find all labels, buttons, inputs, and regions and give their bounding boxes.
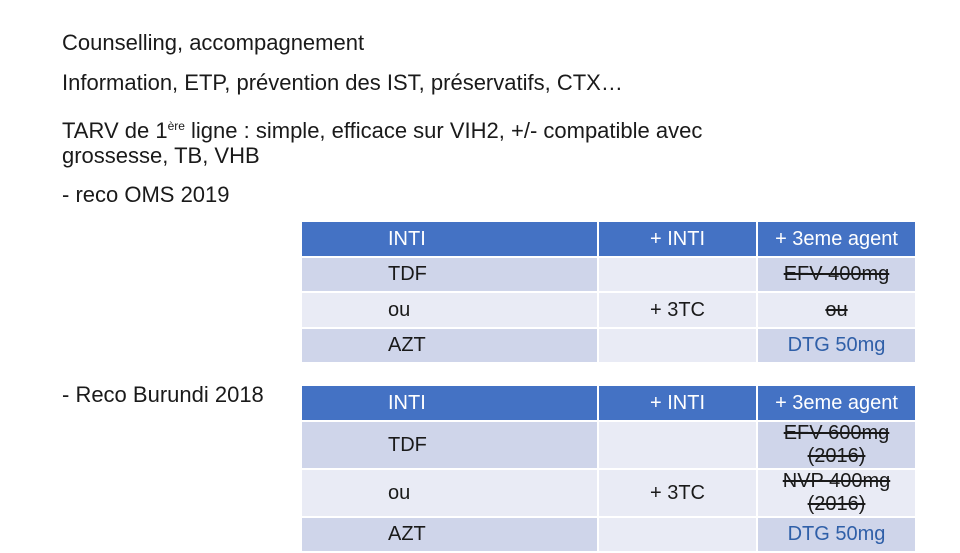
- text-line-tarv: TARV de 1ère ligne : simple, efficace su…: [62, 113, 702, 144]
- table-row: ou + 3TC NVP 400mg (2016): [302, 469, 917, 518]
- text-line-grossesse: grossesse, TB, VHB: [62, 143, 260, 168]
- table-cell-struck: NVP 400mg (2016): [757, 469, 917, 518]
- header-cell-inti: INTI: [302, 222, 599, 258]
- header-cell-inti-plus: + INTI: [598, 222, 758, 258]
- table-header-row: INTI + INTI + 3eme agent: [302, 386, 917, 422]
- table-cell: [598, 257, 758, 293]
- table-cell-struck: EFV 600mg (2016): [757, 421, 917, 470]
- table-cell: [598, 328, 758, 364]
- header-cell-third-agent: + 3eme agent: [757, 386, 917, 422]
- header-cell-third-agent: + 3eme agent: [757, 222, 917, 258]
- struck-text: EFV 600mg (2016): [783, 422, 890, 467]
- header-cell-inti: INTI: [302, 386, 599, 422]
- text-line-reco-burundi: - Reco Burundi 2018: [62, 382, 264, 407]
- table-cell-highlight: DTG 50mg: [757, 328, 917, 364]
- regimen-table-burundi: INTI + INTI + 3eme agent TDF EFV 600mg (…: [302, 386, 917, 553]
- text-line-information: Information, ETP, prévention des IST, pr…: [62, 70, 623, 95]
- tarv-suffix: ligne : simple, efficace sur VIH2, +/- c…: [184, 118, 703, 143]
- table-cell: TDF: [302, 257, 599, 293]
- regimen-table-oms: INTI + INTI + 3eme agent TDF EFV 400mg o…: [302, 222, 917, 364]
- table-row: ou + 3TC ou: [302, 292, 917, 329]
- table-cell: AZT: [302, 517, 599, 553]
- tarv-superscript: ère: [167, 119, 185, 133]
- table-header-row: INTI + INTI + 3eme agent: [302, 222, 917, 258]
- text-line-counselling: Counselling, accompagnement: [62, 30, 365, 55]
- table-cell: [598, 421, 758, 470]
- table-row: AZT DTG 50mg: [302, 328, 917, 364]
- table-cell: [598, 517, 758, 553]
- table-cell-struck: ou: [757, 292, 917, 329]
- table-row: TDF EFV 400mg: [302, 257, 917, 293]
- table-cell: + 3TC: [598, 292, 758, 329]
- table-cell-struck: EFV 400mg: [757, 257, 917, 293]
- struck-text: NVP 400mg (2016): [782, 470, 891, 515]
- struck-text: EFV 400mg: [783, 263, 890, 285]
- table-row: AZT DTG 50mg: [302, 517, 917, 553]
- table-cell: TDF: [302, 421, 599, 470]
- table-cell: ou: [302, 292, 599, 329]
- header-cell-inti-plus: + INTI: [598, 386, 758, 422]
- table-cell: AZT: [302, 328, 599, 364]
- table-row: TDF EFV 600mg (2016): [302, 421, 917, 470]
- table-cell-highlight: DTG 50mg: [757, 517, 917, 553]
- text-line-reco-oms: - reco OMS 2019: [62, 182, 230, 207]
- tarv-prefix: TARV de 1: [62, 118, 168, 143]
- struck-text: ou: [825, 298, 848, 321]
- table-cell: + 3TC: [598, 469, 758, 518]
- table-cell: ou: [302, 469, 599, 518]
